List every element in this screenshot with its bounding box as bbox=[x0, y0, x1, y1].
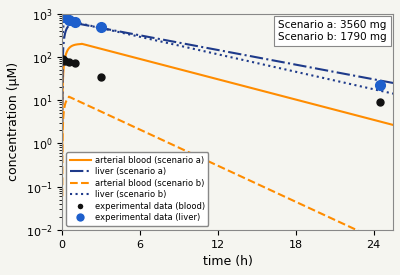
liver (scenario a) bbox=[381, 79, 386, 83]
experimental data (blood) bbox=[61, 57, 66, 60]
arterial blood (scenario a) bbox=[381, 121, 386, 124]
arterial blood (scenario a) bbox=[212, 77, 217, 80]
liver (scenario b) bbox=[64, 19, 69, 22]
Line: liver (scenario b): liver (scenario b) bbox=[62, 20, 393, 99]
experimental data (blood) bbox=[378, 100, 382, 104]
liver (scenario b) bbox=[381, 90, 386, 93]
liver (scenario a) bbox=[73, 21, 78, 25]
arterial blood (scenario b) bbox=[381, 241, 386, 244]
Y-axis label: concentration (μM): concentration (μM) bbox=[7, 62, 20, 181]
liver (scenario b) bbox=[77, 21, 82, 25]
experimental data (liver) bbox=[61, 15, 66, 18]
arterial blood (scenario b) bbox=[221, 167, 226, 170]
liver (scenario a) bbox=[77, 22, 82, 26]
liver (scenario b) bbox=[60, 98, 65, 101]
arterial blood (scenario a) bbox=[60, 151, 65, 155]
Line: arterial blood (scenario b): arterial blood (scenario b) bbox=[62, 97, 393, 247]
liver (scenario b) bbox=[391, 92, 396, 95]
liver (scenario a) bbox=[391, 81, 396, 85]
Line: arterial blood (scenario a): arterial blood (scenario a) bbox=[62, 44, 393, 153]
arterial blood (scenario a) bbox=[320, 105, 325, 108]
Line: experimental data (liver): experimental data (liver) bbox=[58, 9, 385, 90]
liver (scenario a) bbox=[320, 68, 325, 72]
X-axis label: time (h): time (h) bbox=[203, 255, 252, 268]
experimental data (liver) bbox=[63, 12, 68, 16]
liver (scenario b) bbox=[212, 52, 217, 55]
Text: Scenario a: 3560 mg
Scenario b: 1790 mg: Scenario a: 3560 mg Scenario b: 1790 mg bbox=[278, 20, 386, 42]
experimental data (liver) bbox=[73, 20, 78, 23]
liver (scenario a) bbox=[60, 125, 65, 128]
liver (scenario a) bbox=[381, 79, 386, 83]
arterial blood (scenario b) bbox=[391, 245, 396, 249]
liver (scenario b) bbox=[381, 90, 386, 93]
liver (scenario a) bbox=[221, 49, 226, 53]
arterial blood (scenario b) bbox=[66, 95, 71, 98]
liver (scenario b) bbox=[320, 76, 325, 79]
liver (scenario b) bbox=[221, 54, 226, 57]
arterial blood (scenario b) bbox=[381, 241, 386, 244]
experimental data (blood) bbox=[63, 59, 68, 63]
arterial blood (scenario a) bbox=[77, 43, 82, 46]
arterial blood (scenario a) bbox=[391, 123, 396, 126]
arterial blood (scenario b) bbox=[320, 213, 325, 216]
arterial blood (scenario b) bbox=[77, 100, 82, 103]
experimental data (blood) bbox=[99, 75, 104, 78]
Line: experimental data (blood): experimental data (blood) bbox=[60, 55, 384, 106]
Legend: arterial blood (scenario a), liver (scenario a), arterial blood (scenario b), li: arterial blood (scenario a), liver (scen… bbox=[66, 152, 208, 226]
arterial blood (scenario a) bbox=[221, 79, 226, 82]
experimental data (liver) bbox=[99, 25, 104, 28]
experimental data (blood) bbox=[66, 60, 71, 64]
arterial blood (scenario b) bbox=[60, 194, 65, 198]
experimental data (liver) bbox=[378, 84, 382, 87]
Line: liver (scenario a): liver (scenario a) bbox=[62, 23, 393, 127]
arterial blood (scenario a) bbox=[381, 121, 386, 124]
arterial blood (scenario b) bbox=[212, 163, 217, 166]
liver (scenario a) bbox=[212, 48, 217, 51]
arterial blood (scenario a) bbox=[79, 42, 84, 45]
experimental data (blood) bbox=[73, 62, 78, 65]
experimental data (liver) bbox=[66, 18, 71, 21]
